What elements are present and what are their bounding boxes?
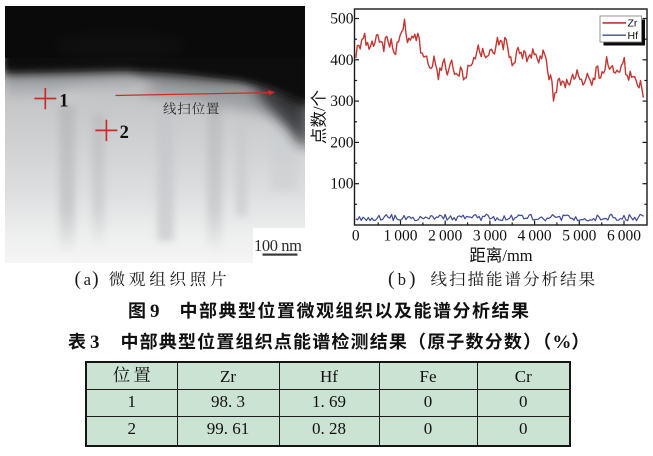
svg-text:Hf: Hf bbox=[628, 30, 639, 42]
svg-text:0: 0 bbox=[352, 228, 360, 245]
svg-text:3 000: 3 000 bbox=[473, 228, 507, 245]
svg-text:1 000: 1 000 bbox=[383, 228, 417, 245]
svg-text:线扫位置: 线扫位置 bbox=[163, 98, 220, 118]
svg-text:100: 100 bbox=[330, 176, 354, 193]
svg-text:距离/mm: 距离/mm bbox=[469, 246, 532, 265]
svg-text:500: 500 bbox=[330, 11, 354, 28]
svg-text:6 000: 6 000 bbox=[607, 228, 641, 245]
svg-text:100 nm: 100 nm bbox=[254, 236, 302, 255]
svg-text:300: 300 bbox=[330, 93, 354, 110]
svg-text:Zr: Zr bbox=[628, 17, 638, 29]
svg-text:点数/个: 点数/个 bbox=[310, 90, 329, 144]
svg-text:5 000: 5 000 bbox=[562, 228, 596, 245]
svg-text:2: 2 bbox=[120, 123, 129, 143]
svg-text:4 000: 4 000 bbox=[518, 228, 552, 245]
svg-text:200: 200 bbox=[330, 134, 354, 151]
svg-text:400: 400 bbox=[330, 52, 354, 69]
svg-text:2 000: 2 000 bbox=[428, 228, 462, 245]
svg-text:1: 1 bbox=[59, 92, 68, 112]
